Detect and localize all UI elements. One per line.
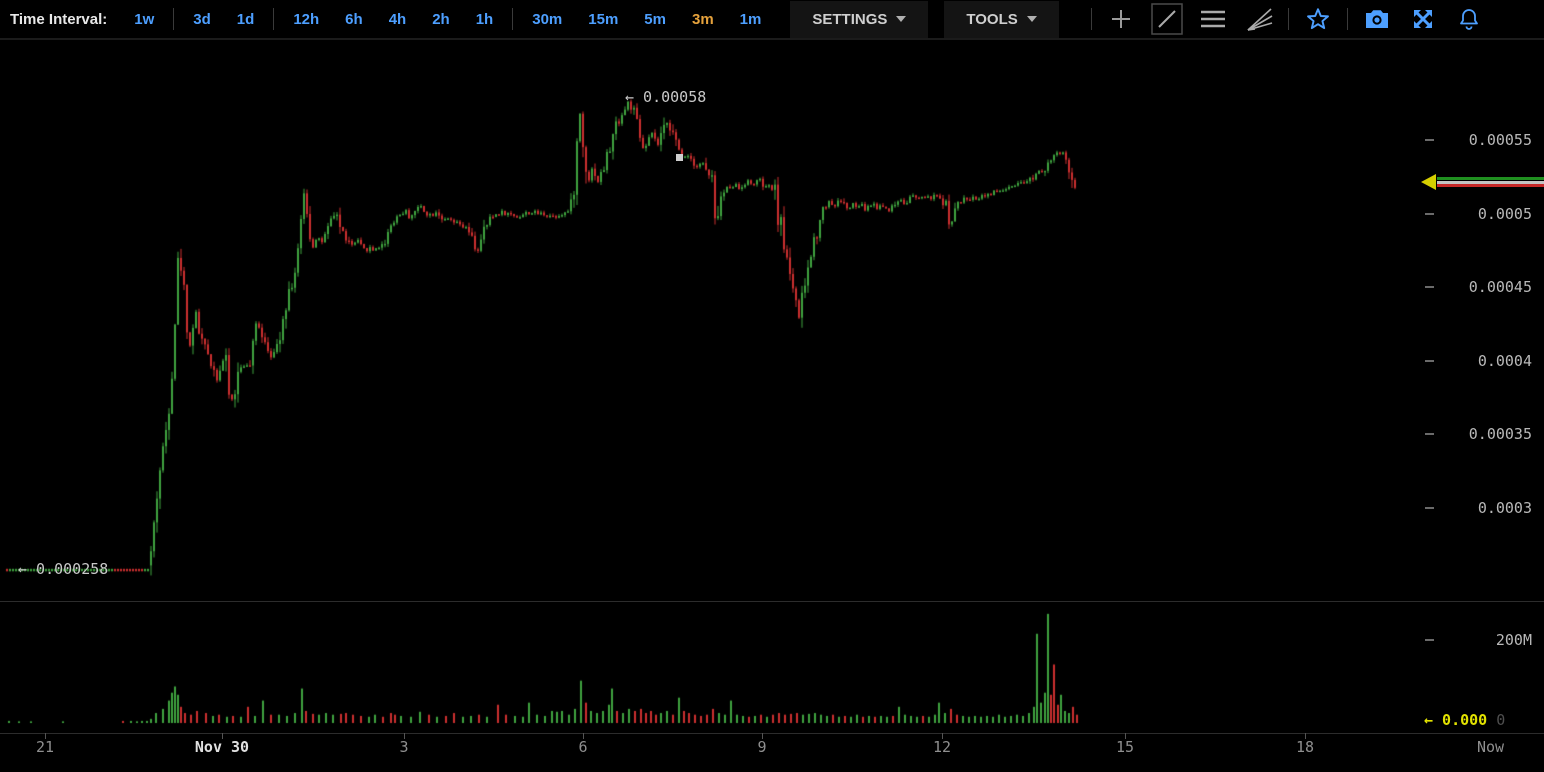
toolbar-icons	[1085, 2, 1492, 36]
price-axis-tick	[1425, 433, 1434, 436]
chevron-down-icon	[1026, 16, 1037, 22]
time-axis-label-3: 3	[399, 738, 409, 756]
current-price-arrow-icon	[1421, 174, 1436, 190]
interval-4h[interactable]: 4h	[388, 10, 407, 28]
toolbar-separator	[512, 8, 514, 30]
toolbar-separator	[1287, 8, 1289, 30]
time-axis-tick	[942, 733, 943, 739]
bell-icon[interactable]	[1446, 2, 1492, 36]
time-axis-tick	[762, 733, 763, 739]
time-axis-label-12: 12	[932, 738, 952, 756]
interval-3m[interactable]: 3m	[691, 10, 714, 28]
price-axis-label: 0.0004	[1477, 351, 1532, 370]
current-price-line-green	[1437, 177, 1544, 180]
time-axis-label-6: 6	[578, 738, 588, 756]
volume-current-value: ← 0.000	[1424, 711, 1488, 729]
interval-3d[interactable]: 3d	[193, 10, 211, 28]
toolbar-separator	[173, 8, 175, 30]
expand-icon[interactable]	[1400, 2, 1446, 36]
star-icon[interactable]	[1295, 2, 1341, 36]
price-axis-tick	[1425, 286, 1434, 289]
price-axis-label: 0.00045	[1468, 278, 1532, 297]
plus-icon[interactable]	[1098, 2, 1144, 36]
settings-button[interactable]: SETTINGS	[790, 0, 929, 38]
time-axis-tick	[583, 733, 584, 739]
toolbar: Time Interval: 1w 3d 1d 12h 6h 4h 2h 1h 30m 15m 5m…	[0, 0, 1544, 40]
volume-current-dim-digit: 0	[1496, 711, 1506, 729]
time-axis-tick	[404, 733, 405, 739]
horizontal-lines-icon[interactable]	[1190, 2, 1236, 36]
time-axis-label-18: 18	[1295, 738, 1315, 756]
price-axis-tick	[1425, 507, 1434, 509]
interval-1w[interactable]: 1w	[134, 10, 155, 28]
interval-6h[interactable]: 6h	[345, 10, 363, 28]
toolbar-separator	[1346, 8, 1348, 30]
interval-2h[interactable]: 2h	[432, 10, 450, 28]
current-price-line-gray	[1437, 180, 1544, 184]
interval-1d[interactable]: 1d	[236, 10, 255, 28]
volume-timeaxis-divider	[0, 733, 1544, 734]
time-axis-label-21: 21	[35, 738, 55, 756]
time-axis-tick	[1125, 733, 1126, 739]
current-price-line-red	[1437, 184, 1544, 187]
time-axis-tick	[222, 733, 223, 739]
interval-selector: 1w 3d 1d 12h 6h 4h 2h 1h 30m 15m 5m 3m 1m	[121, 8, 774, 30]
price-volume-divider	[0, 601, 1544, 602]
interval-12h[interactable]: 12h	[293, 10, 320, 28]
interval-30m[interactable]: 30m	[532, 10, 563, 28]
toolbar-separator	[1090, 8, 1092, 30]
time-axis-tick	[45, 733, 46, 739]
volume-axis-tick	[1425, 639, 1434, 641]
volume-current-label: ← 0.000 0	[1424, 711, 1505, 729]
trendline-icon[interactable]	[1144, 2, 1190, 36]
interval-1h[interactable]: 1h	[475, 10, 494, 28]
price-axis-tick	[1425, 139, 1434, 141]
fan-lines-icon[interactable]	[1236, 2, 1282, 36]
chevron-down-icon	[896, 16, 907, 22]
start-price-annotation: ← 0.000258	[18, 560, 109, 578]
price-axis-tick	[1425, 359, 1434, 362]
camera-icon[interactable]	[1354, 2, 1400, 36]
volume-axis-label: 200M	[1495, 631, 1532, 649]
price-axis-label: 0.0003	[1477, 499, 1532, 517]
peak-price-annotation: ← 0.00058	[625, 88, 707, 106]
tools-button-label: TOOLS	[966, 10, 1018, 28]
time-axis-label-nov-30: Nov 30	[194, 738, 250, 756]
price-axis-label: 0.0005	[1477, 204, 1532, 223]
tools-button[interactable]: TOOLS	[944, 0, 1059, 38]
time-axis-tick	[1305, 733, 1306, 739]
price-axis-label: 0.00035	[1468, 425, 1532, 444]
time-axis-label-now: Now	[1477, 738, 1505, 756]
time-interval-label: Time Interval:	[10, 10, 108, 28]
time-axis-label-15: 15	[1115, 738, 1135, 756]
settings-button-label: SETTINGS	[812, 10, 888, 28]
interval-15m[interactable]: 15m	[588, 10, 619, 28]
price-axis-tick	[1425, 212, 1434, 215]
interval-5m[interactable]: 5m	[644, 10, 666, 28]
time-axis-label-9: 9	[757, 738, 767, 756]
price-axis-label: 0.00055	[1468, 131, 1532, 149]
toolbar-separator	[273, 8, 275, 30]
chart-marker-square[interactable]	[676, 154, 683, 161]
interval-1m[interactable]: 1m	[739, 10, 762, 28]
